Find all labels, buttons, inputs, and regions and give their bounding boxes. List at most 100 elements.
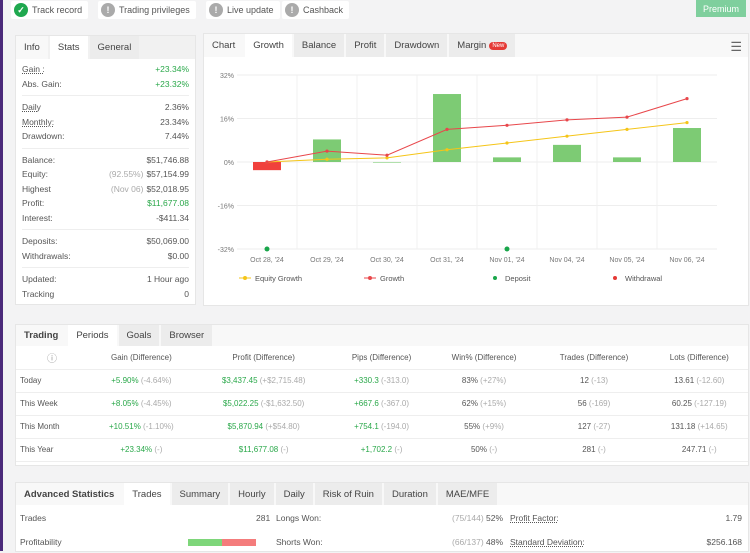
tab-trading[interactable]: Trading — [16, 325, 67, 346]
periods-panel: Trading Periods Goals Browser ⓘ Gain (Dif… — [15, 324, 749, 466]
tab-stats[interactable]: Stats — [49, 36, 88, 59]
cell-diff: (-1.10%) — [143, 422, 174, 431]
cell-value: 55% — [464, 422, 481, 431]
stat-value: 2.36% — [165, 102, 189, 112]
divider — [22, 95, 189, 96]
stat-value: -$411.34 — [156, 213, 189, 223]
legend-label[interactable]: Growth — [380, 274, 404, 283]
cell-diff: (+15%) — [480, 399, 507, 408]
cell-value: $3,437.45 — [221, 376, 258, 385]
longs-note: (75/144) — [452, 513, 484, 523]
cell-value: 83% — [461, 376, 478, 385]
series-point — [685, 120, 689, 125]
stat-balance: Balance: $51,746.88 — [16, 153, 195, 168]
tab-info[interactable]: Info — [16, 36, 48, 59]
series-point — [505, 141, 509, 145]
stat-value: $50,069.00 — [146, 236, 189, 246]
stats-panel: Info Stats General Gain : +23.34% Abs. Gai… — [15, 35, 196, 305]
badge-label: Track record — [32, 5, 83, 15]
table-cell: 55% (+9%) — [430, 415, 538, 439]
stat-updated: Updated: 1 Hour ago — [16, 272, 195, 287]
table-cell: 60.25 (-127.19) — [650, 392, 748, 416]
shorts-value: 48% — [486, 537, 504, 547]
cell-diff: (-194.0) — [381, 422, 410, 431]
bar — [493, 157, 521, 162]
tab-browser[interactable]: Browser — [161, 325, 213, 346]
cell-value: +667.6 — [354, 399, 379, 408]
stat-label: Tracking — [22, 288, 55, 299]
tab-periods[interactable]: Periods — [68, 325, 117, 346]
profitability-bar — [188, 539, 256, 546]
series-point — [325, 149, 329, 153]
series-point — [505, 123, 509, 127]
badge-track-record[interactable]: ✓ Track record — [11, 1, 89, 19]
column-header: Lots (Difference) — [650, 346, 748, 370]
table-cell: +5.90% (-4.64%) — [87, 369, 195, 393]
premium-button[interactable]: Premium — [696, 0, 746, 17]
chart-settings-icon[interactable]: ☰ — [730, 39, 742, 54]
tab-drawdown[interactable]: Drawdown — [386, 34, 448, 57]
bar — [673, 128, 701, 162]
x-tick: Nov 04, '24 — [549, 257, 584, 264]
table-cell: +23.34% (-) — [87, 438, 195, 462]
cell-diff: (-4.45%) — [140, 399, 172, 408]
table-row: This Year +23.34% (-) $11,677.08 (-) +1,702… — [16, 438, 748, 462]
cell-value: +754.1 — [354, 422, 379, 431]
badge-label: Trading privileges — [119, 5, 190, 15]
table-cell: +1,702.2 (-) — [332, 438, 431, 462]
profit-factor-value: 1.79 — [725, 513, 742, 523]
tab-duration[interactable]: Duration — [383, 483, 436, 505]
legend-label[interactable]: Equity Growth — [255, 274, 302, 283]
stat-value: 0 — [184, 289, 189, 299]
tab-balance[interactable]: Balance — [293, 34, 345, 57]
table-cell: 62% (+15%) — [430, 392, 538, 416]
tab-hourly[interactable]: Hourly — [230, 483, 274, 505]
tab-chart[interactable]: Chart — [204, 34, 244, 57]
tab-growth[interactable]: Growth — [245, 34, 292, 57]
table-cell: 50% (-) — [430, 438, 538, 462]
tab-margin[interactable]: Margin New — [449, 34, 516, 57]
table-cell: +330.3 (-313.0) — [332, 369, 431, 393]
badge-cashback[interactable]: ! Cashback — [282, 1, 350, 19]
new-badge: New — [489, 41, 508, 50]
tab-trades[interactable]: Trades — [124, 483, 170, 505]
advanced-panel: Advanced Statistics Trades Summary Hourly Da… — [15, 482, 749, 552]
stat-value: 1 Hour ago — [147, 274, 189, 284]
growth-chart: 32% 16% 0% -16% -32% Oct 28, '24 Oct 29, '24 Oc… — [218, 73, 717, 283]
profitability-label: Profitability — [20, 537, 62, 547]
series-point — [445, 127, 449, 131]
stat-label: Gain : — [22, 64, 45, 75]
badge-live-update[interactable]: ! Live update — [206, 1, 280, 19]
legend-label[interactable]: Deposit — [505, 274, 531, 283]
table-cell: $3,437.45 (+$2,715.48) — [194, 369, 333, 393]
table-cell: $5,022.25 (-$1,632.50) — [194, 392, 333, 416]
cell-diff: (-) — [708, 445, 717, 454]
series-point — [565, 118, 569, 122]
table-cell: $11,677.08 (-) — [194, 438, 333, 462]
tab-general[interactable]: General — [89, 36, 140, 59]
stat-value-text: 23.34% — [160, 116, 189, 127]
cell-diff: (-) — [394, 445, 403, 454]
divider — [22, 229, 189, 230]
table-cell: +8.05% (-4.45%) — [87, 392, 195, 416]
tab-profit[interactable]: Profit — [346, 34, 385, 57]
stat-value: +23.34% — [155, 64, 189, 74]
stat-label: Deposits: — [22, 236, 58, 247]
tab-goals[interactable]: Goals — [118, 325, 160, 346]
stat-equity: Equity: (92.55%) $57,154.99 — [16, 167, 195, 182]
tab-risk-of-ruin[interactable]: Risk of Ruin — [314, 483, 382, 505]
legend-label[interactable]: Withdrawal — [625, 274, 662, 283]
tab-summary[interactable]: Summary — [171, 483, 229, 505]
info-icon[interactable]: ⓘ — [16, 346, 88, 370]
stat-highest: Highest (Nov 06) $52,018.95 — [16, 182, 195, 197]
cell-diff: (-) — [280, 445, 289, 454]
badge-trading-privileges[interactable]: ! Trading privileges — [98, 1, 196, 19]
table-cell: 131.18 (+14.65) — [650, 415, 748, 439]
tab-daily[interactable]: Daily — [275, 483, 313, 505]
tab-advanced-statistics[interactable]: Advanced Statistics — [16, 483, 123, 505]
bar — [373, 162, 401, 163]
y-tick: 0% — [224, 160, 234, 167]
tab-mae-mfe[interactable]: MAE/MFE — [437, 483, 498, 505]
stat-monthly: Monthly: 23.34% — [16, 115, 195, 130]
cell-value: 12 — [580, 376, 589, 385]
